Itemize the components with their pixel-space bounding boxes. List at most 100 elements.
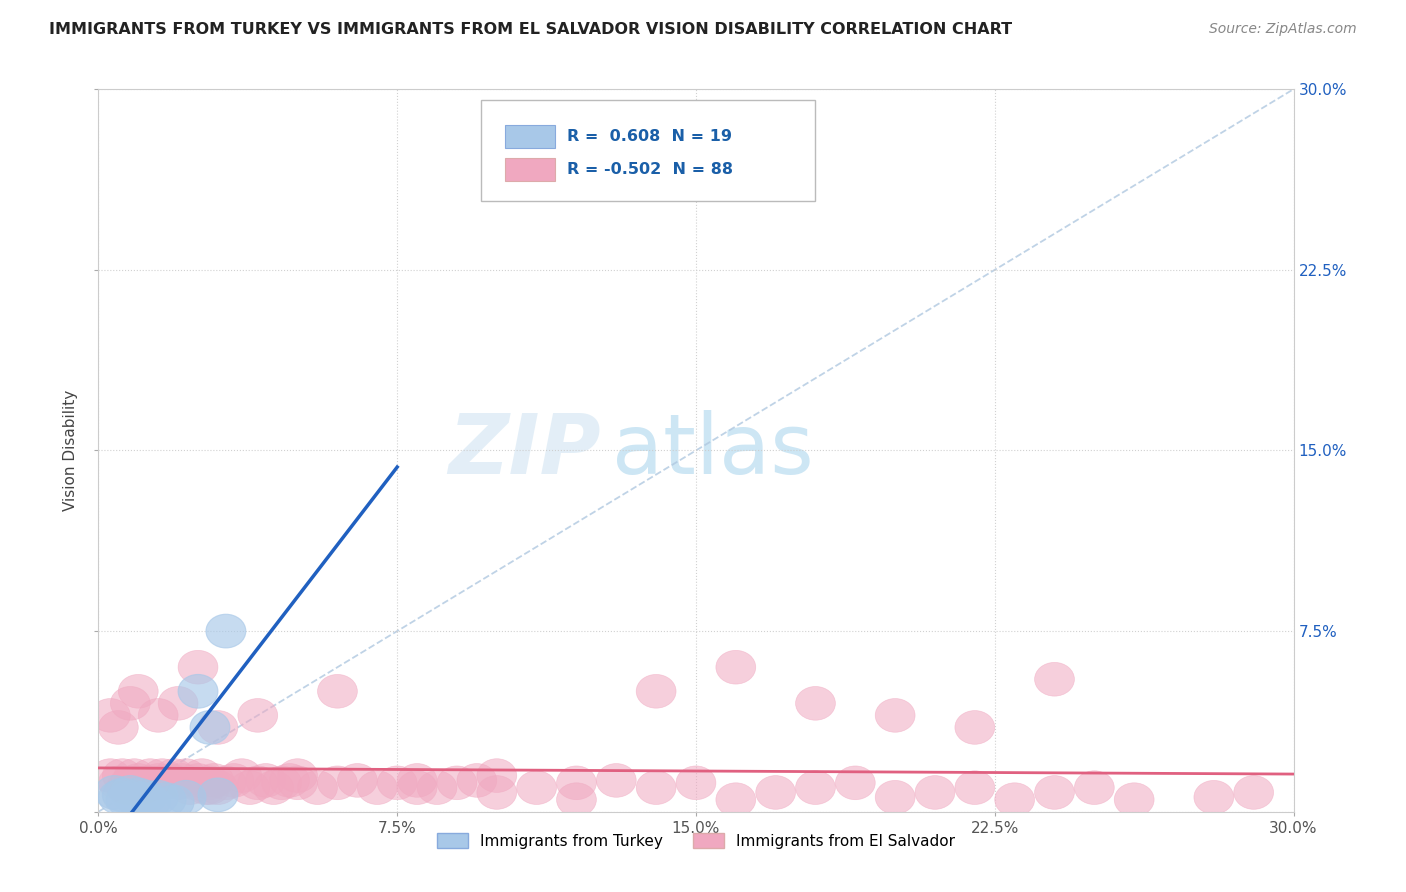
Ellipse shape xyxy=(357,771,398,805)
Ellipse shape xyxy=(756,776,796,809)
Ellipse shape xyxy=(955,771,995,805)
Ellipse shape xyxy=(915,776,955,809)
Ellipse shape xyxy=(337,764,377,797)
Ellipse shape xyxy=(716,783,756,816)
Ellipse shape xyxy=(155,759,194,792)
Ellipse shape xyxy=(159,766,198,800)
Ellipse shape xyxy=(262,766,302,800)
Ellipse shape xyxy=(676,766,716,800)
Ellipse shape xyxy=(477,759,517,792)
FancyBboxPatch shape xyxy=(481,100,815,202)
Ellipse shape xyxy=(179,650,218,684)
Ellipse shape xyxy=(1035,663,1074,696)
Ellipse shape xyxy=(278,759,318,792)
Ellipse shape xyxy=(190,711,231,744)
Text: Source: ZipAtlas.com: Source: ZipAtlas.com xyxy=(1209,22,1357,37)
Ellipse shape xyxy=(198,771,238,805)
Ellipse shape xyxy=(955,711,995,744)
Ellipse shape xyxy=(138,698,179,732)
Ellipse shape xyxy=(198,778,238,812)
Ellipse shape xyxy=(557,783,596,816)
Ellipse shape xyxy=(477,776,517,809)
Ellipse shape xyxy=(207,615,246,648)
Ellipse shape xyxy=(98,780,138,814)
Text: IMMIGRANTS FROM TURKEY VS IMMIGRANTS FROM EL SALVADOR VISION DISABILITY CORRELAT: IMMIGRANTS FROM TURKEY VS IMMIGRANTS FRO… xyxy=(49,22,1012,37)
Ellipse shape xyxy=(557,766,596,800)
Ellipse shape xyxy=(150,764,190,797)
Ellipse shape xyxy=(716,650,756,684)
Ellipse shape xyxy=(127,780,166,814)
Text: ZIP: ZIP xyxy=(447,410,600,491)
Ellipse shape xyxy=(127,766,166,800)
Ellipse shape xyxy=(103,759,142,792)
Ellipse shape xyxy=(98,766,138,800)
Ellipse shape xyxy=(596,145,637,178)
Ellipse shape xyxy=(138,780,179,814)
Ellipse shape xyxy=(114,780,155,814)
Ellipse shape xyxy=(90,698,131,732)
Ellipse shape xyxy=(876,780,915,814)
Ellipse shape xyxy=(231,771,270,805)
Text: R =  0.608  N = 19: R = 0.608 N = 19 xyxy=(567,129,733,145)
Y-axis label: Vision Disability: Vision Disability xyxy=(63,390,79,511)
Ellipse shape xyxy=(238,766,278,800)
Ellipse shape xyxy=(107,771,146,805)
Ellipse shape xyxy=(111,776,150,809)
Ellipse shape xyxy=(596,764,637,797)
Ellipse shape xyxy=(246,764,285,797)
Legend: Immigrants from Turkey, Immigrants from El Salvador: Immigrants from Turkey, Immigrants from … xyxy=(430,827,962,855)
Ellipse shape xyxy=(146,766,186,800)
Ellipse shape xyxy=(437,766,477,800)
Ellipse shape xyxy=(835,766,876,800)
Ellipse shape xyxy=(377,766,418,800)
Ellipse shape xyxy=(107,783,146,816)
Ellipse shape xyxy=(637,674,676,708)
Text: R = -0.502  N = 88: R = -0.502 N = 88 xyxy=(567,162,733,177)
Ellipse shape xyxy=(127,766,166,800)
Ellipse shape xyxy=(179,764,218,797)
Ellipse shape xyxy=(170,771,209,805)
Ellipse shape xyxy=(876,698,915,732)
Ellipse shape xyxy=(457,764,496,797)
Ellipse shape xyxy=(146,783,186,816)
Ellipse shape xyxy=(796,771,835,805)
Ellipse shape xyxy=(103,778,142,812)
Ellipse shape xyxy=(1074,771,1115,805)
Ellipse shape xyxy=(122,783,162,816)
Ellipse shape xyxy=(190,766,231,800)
Ellipse shape xyxy=(418,771,457,805)
Ellipse shape xyxy=(135,766,174,800)
Ellipse shape xyxy=(637,771,676,805)
Ellipse shape xyxy=(118,764,159,797)
Ellipse shape xyxy=(98,711,138,744)
Ellipse shape xyxy=(179,674,218,708)
Ellipse shape xyxy=(398,771,437,805)
Ellipse shape xyxy=(122,771,162,805)
FancyBboxPatch shape xyxy=(505,126,555,148)
Ellipse shape xyxy=(118,674,159,708)
Ellipse shape xyxy=(796,687,835,720)
Text: atlas: atlas xyxy=(613,410,814,491)
Ellipse shape xyxy=(94,776,135,809)
Ellipse shape xyxy=(298,771,337,805)
Ellipse shape xyxy=(190,771,231,805)
Ellipse shape xyxy=(162,764,202,797)
Ellipse shape xyxy=(183,759,222,792)
Ellipse shape xyxy=(517,771,557,805)
Ellipse shape xyxy=(318,674,357,708)
Ellipse shape xyxy=(198,711,238,744)
Ellipse shape xyxy=(398,764,437,797)
Ellipse shape xyxy=(111,766,150,800)
Ellipse shape xyxy=(995,783,1035,816)
Ellipse shape xyxy=(155,785,194,819)
Ellipse shape xyxy=(186,771,226,805)
Ellipse shape xyxy=(159,687,198,720)
Ellipse shape xyxy=(90,759,131,792)
Ellipse shape xyxy=(238,698,278,732)
Ellipse shape xyxy=(254,771,294,805)
Ellipse shape xyxy=(142,766,183,800)
Ellipse shape xyxy=(166,759,207,792)
Ellipse shape xyxy=(111,687,150,720)
Ellipse shape xyxy=(194,764,233,797)
Ellipse shape xyxy=(174,766,214,800)
